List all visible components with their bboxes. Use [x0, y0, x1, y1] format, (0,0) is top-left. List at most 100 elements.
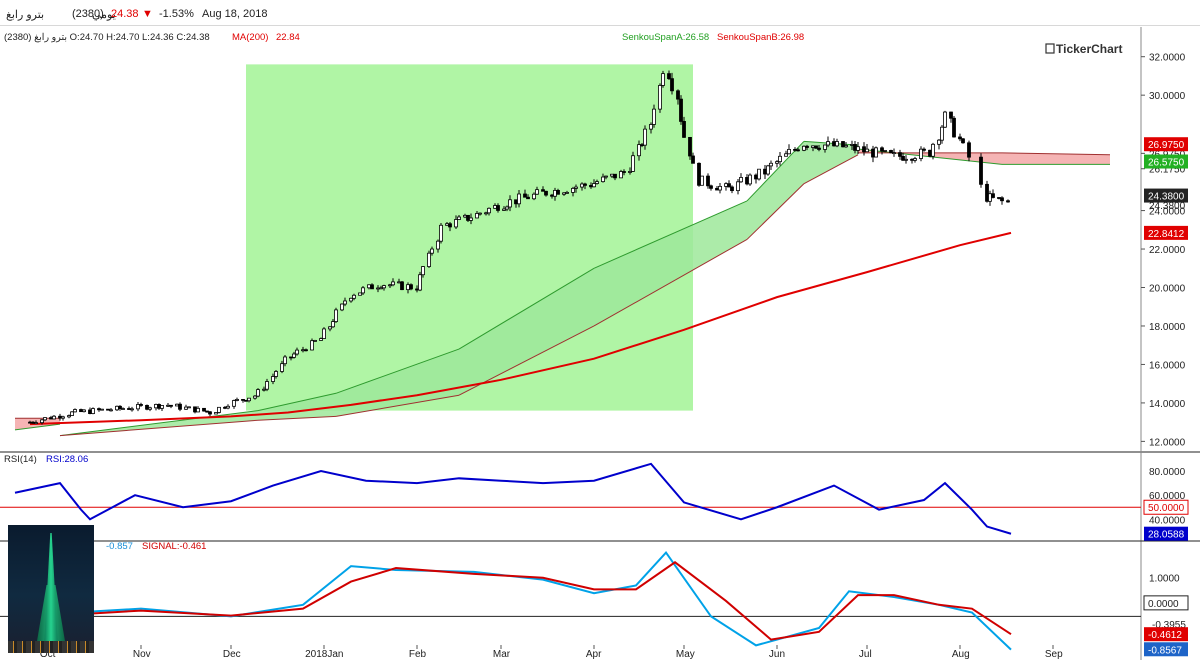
candle-body: [856, 146, 860, 151]
macd-tag-label: 0.0000: [1148, 599, 1179, 610]
candle-body: [61, 416, 65, 419]
candle-body: [40, 419, 44, 424]
candle-body: [556, 189, 560, 195]
candle-body: [544, 190, 548, 196]
candle-body: [715, 187, 719, 191]
candle-body: [361, 287, 365, 294]
senkou-span-b-line: [1001, 152, 1111, 156]
candle-body: [985, 183, 989, 202]
candle-body: [493, 205, 497, 209]
candle-body: [214, 412, 218, 415]
candle-body: [844, 145, 848, 148]
candle-body: [1000, 197, 1004, 202]
candle-body: [256, 389, 260, 397]
price-tick-label: 14.0000: [1149, 399, 1186, 410]
candle-body: [901, 155, 905, 161]
candle-body: [97, 408, 101, 411]
candle-body: [448, 223, 452, 228]
macd-panel[interactable]: 1.0000 0.0000 -0.3955-0.4612 -0.8567: [0, 551, 1189, 657]
candle-body: [301, 349, 305, 352]
candle-body: [118, 405, 122, 410]
candle-body: [679, 98, 683, 122]
candle-body: [637, 144, 641, 157]
candle-body: [418, 274, 422, 291]
candle-body: [931, 143, 935, 157]
price-tag-box: [1144, 137, 1188, 152]
candle-body: [979, 156, 983, 185]
macd-tag-box: [1143, 595, 1189, 611]
price-tick-label: 12.0000: [1149, 437, 1186, 448]
x-tick-label: Mar: [493, 649, 511, 660]
price-tag-label: 24.3800: [1148, 192, 1185, 203]
candle-body: [289, 356, 293, 359]
ma-value: 22.84: [276, 32, 300, 43]
candle-body: [391, 281, 395, 286]
candle-body: [553, 189, 557, 197]
period-label: يومي: [92, 9, 116, 21]
candle-body: [622, 171, 626, 173]
candle-body: [592, 183, 596, 188]
candle-body: [937, 139, 941, 145]
candle-body: [427, 252, 431, 267]
candle-body: [649, 124, 653, 130]
x-tick-label: May: [676, 649, 695, 660]
ohlc-readout: (2380) بترو رابغ O:24.70 H:24.70 L:24.36…: [4, 32, 210, 43]
candle-body: [274, 371, 278, 377]
candle-body: [871, 148, 875, 158]
chart-area[interactable]: 12.0000 14.0000 16.0000 18.0000 20.0000 22.00…: [0, 27, 1200, 660]
candle-body: [496, 205, 500, 211]
candle-body: [787, 148, 791, 155]
candle-body: [958, 136, 962, 140]
candle-body: [127, 408, 131, 410]
rsi-ref-label: 50.0000: [1148, 503, 1185, 514]
price-tag-label: 26.9750: [1148, 140, 1185, 151]
macd-value-label: -0.857: [106, 541, 133, 552]
senkou-span-b-line: [746, 183, 805, 240]
price-tag-label: 24.3800: [1149, 201, 1186, 212]
price-tick-label: 20.0000: [1149, 284, 1186, 295]
candle-body: [421, 266, 425, 276]
change-percent: -1.53%: [159, 8, 194, 20]
candle-body: [709, 185, 713, 189]
candle-body: [436, 240, 440, 250]
candle-body: [376, 287, 380, 290]
candle-body: [139, 404, 143, 406]
candle-body: [562, 192, 566, 195]
candle-body: [910, 158, 914, 161]
candle-body: [370, 284, 374, 290]
candle-body: [919, 148, 923, 159]
candle-body: [601, 176, 605, 183]
price-panel[interactable]: 12.0000 14.0000 16.0000 18.0000 20.0000 22.00…: [0, 27, 1200, 660]
candle-body: [991, 193, 995, 198]
candle-body: [115, 405, 119, 411]
candle-body: [961, 138, 965, 144]
candle-body: [28, 421, 32, 424]
candle-body: [841, 141, 845, 148]
candle-body: [628, 170, 632, 173]
senkou-span-b-line: [59, 419, 259, 437]
down-arrow-icon: ▼: [142, 8, 153, 20]
candle-body: [922, 148, 926, 151]
stock-name: بترو رابغ: [6, 9, 45, 21]
candle-body: [658, 85, 662, 110]
candle-body: [739, 177, 743, 183]
candle-body: [640, 144, 644, 147]
brand-label: TickerChart: [1056, 42, 1122, 56]
candle-body: [589, 184, 593, 188]
candle-body: [718, 185, 722, 191]
candle-body: [283, 356, 287, 365]
candle-body: [88, 409, 92, 414]
candle-body: [247, 397, 251, 402]
candle-body: [226, 405, 230, 409]
candle-body: [397, 281, 401, 284]
x-tick-label: Dec: [223, 649, 241, 660]
candle-body: [34, 422, 38, 425]
candle-body: [526, 196, 530, 200]
candle-body: [514, 199, 518, 205]
candle-body: [487, 207, 491, 214]
candle-body: [940, 126, 944, 141]
candle-body: [160, 405, 164, 409]
senkou-span-a-line: [257, 392, 337, 412]
candle-body: [382, 285, 386, 289]
